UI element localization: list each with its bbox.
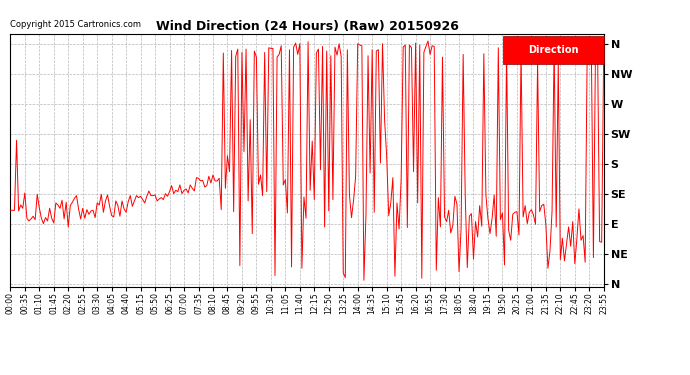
Title: Wind Direction (24 Hours) (Raw) 20150926: Wind Direction (24 Hours) (Raw) 20150926 — [156, 20, 458, 33]
FancyBboxPatch shape — [503, 36, 604, 64]
Text: Direction: Direction — [528, 45, 578, 55]
Text: Copyright 2015 Cartronics.com: Copyright 2015 Cartronics.com — [10, 20, 141, 29]
